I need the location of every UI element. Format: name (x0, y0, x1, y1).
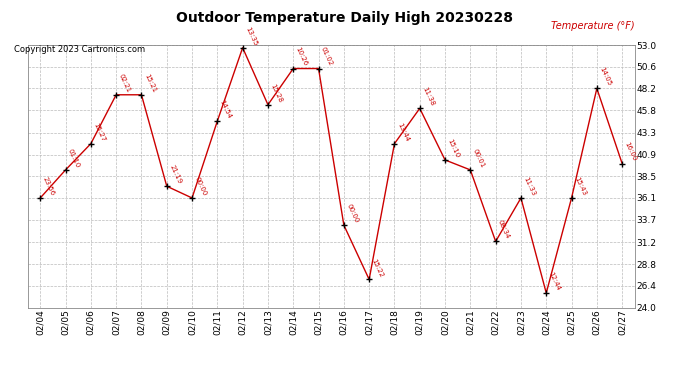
Text: 11:38: 11:38 (421, 86, 435, 107)
Text: 01:10: 01:10 (67, 147, 81, 168)
Text: 14:54: 14:54 (219, 99, 233, 120)
Text: 11:33: 11:33 (522, 176, 536, 196)
Text: 13:44: 13:44 (396, 122, 410, 142)
Text: 21:19: 21:19 (168, 164, 182, 185)
Text: 08:34: 08:34 (497, 219, 511, 240)
Text: 00:00: 00:00 (193, 176, 208, 196)
Text: 15:10: 15:10 (446, 138, 460, 159)
Text: 16:00: 16:00 (624, 141, 638, 162)
Text: 14:05: 14:05 (598, 66, 612, 87)
Text: 13:35: 13:35 (244, 26, 258, 46)
Text: 10:26: 10:26 (295, 46, 308, 67)
Text: 01:02: 01:02 (320, 46, 334, 67)
Text: 15:22: 15:22 (371, 257, 384, 278)
Text: 15:28: 15:28 (269, 82, 284, 104)
Text: Temperature (°F): Temperature (°F) (551, 21, 635, 32)
Text: 23:56: 23:56 (41, 176, 56, 197)
Text: 02:21: 02:21 (117, 73, 132, 93)
Text: 12:44: 12:44 (548, 271, 562, 292)
Text: 15:27: 15:27 (92, 122, 106, 142)
Text: Copyright 2023 Cartronics.com: Copyright 2023 Cartronics.com (14, 45, 145, 54)
Text: 15:43: 15:43 (573, 176, 587, 197)
Text: Outdoor Temperature Daily High 20230228: Outdoor Temperature Daily High 20230228 (177, 11, 513, 25)
Text: 00:01: 00:01 (472, 147, 486, 168)
Text: 00:00: 00:00 (345, 203, 359, 224)
Text: 15:21: 15:21 (143, 73, 157, 93)
